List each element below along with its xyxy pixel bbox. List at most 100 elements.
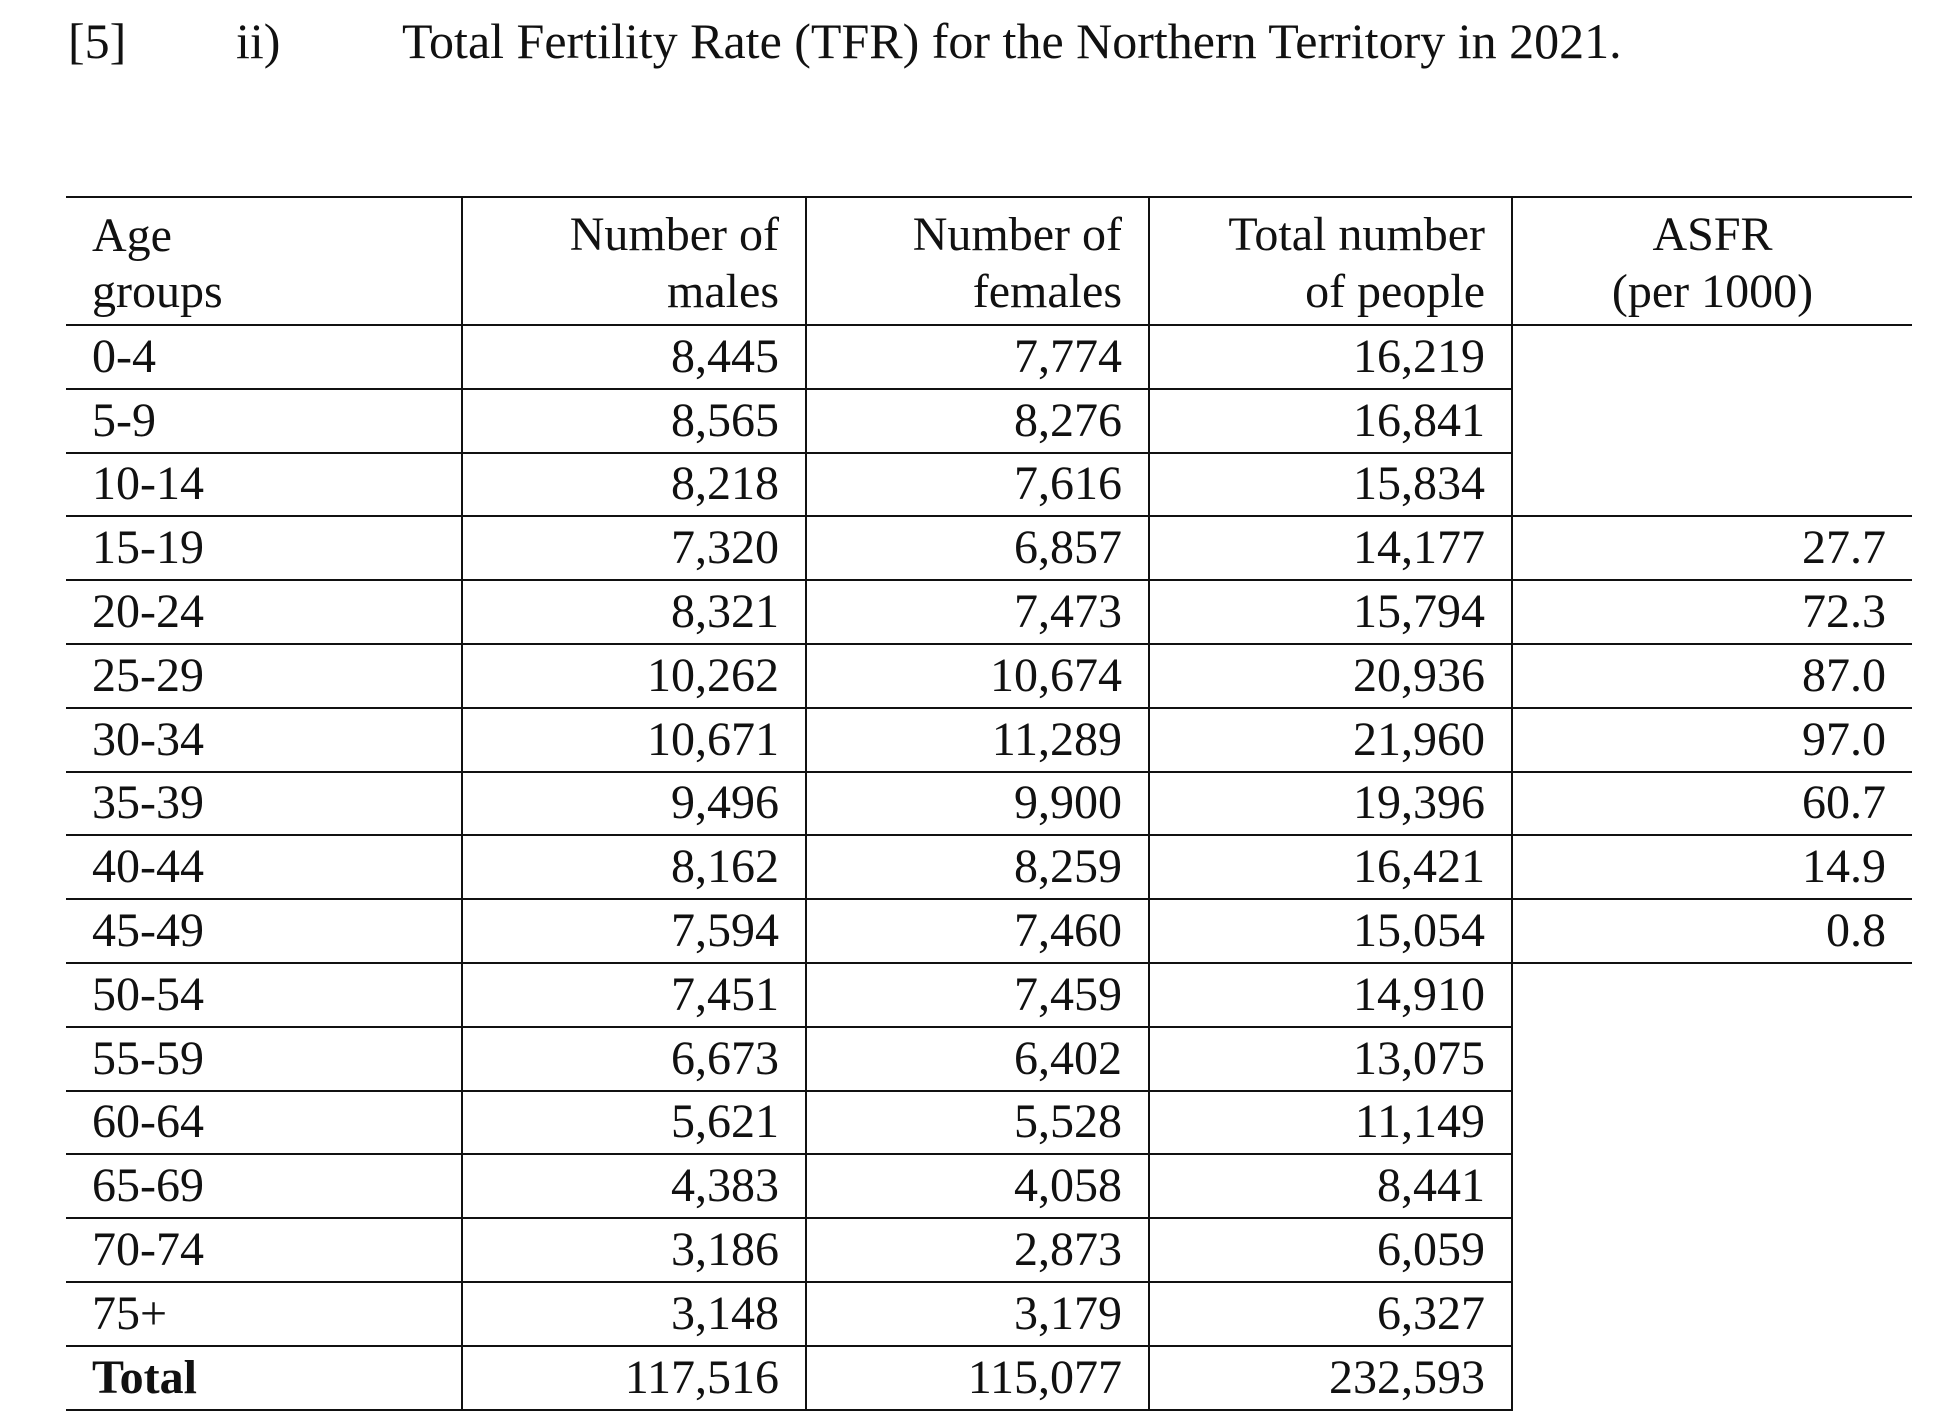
total-cell: 19,396 — [1148, 771, 1512, 837]
asfr-cell — [1511, 1090, 1912, 1155]
asfr-cell — [1511, 452, 1912, 518]
age-cell: 70-74 — [66, 1218, 462, 1283]
females-cell: 7,460 — [805, 899, 1149, 964]
table-row: 0-4 8,445 7,774 16,219 — [66, 325, 1912, 390]
table-row: 75+ 3,148 3,179 6,327 — [66, 1281, 1912, 1347]
males-cell: 117,516 — [461, 1345, 806, 1411]
males-cell: 7,594 — [461, 899, 806, 964]
asfr-cell: 72.3 — [1511, 580, 1912, 645]
table-row: 15-19 7,320 6,857 14,177 27.7 — [66, 516, 1912, 582]
header-total-people: Total number of people — [1148, 196, 1512, 326]
females-cell: 9,900 — [805, 771, 1149, 837]
age-cell: 45-49 — [66, 899, 462, 964]
age-cell: 35-39 — [66, 771, 462, 837]
asfr-cell — [1511, 388, 1912, 453]
asfr-cell: 60.7 — [1511, 771, 1912, 837]
females-cell: 7,616 — [805, 452, 1149, 518]
table-row: 25-29 10,262 10,674 20,936 87.0 — [66, 643, 1912, 709]
total-cell: 13,075 — [1148, 1026, 1512, 1092]
table-total-row: Total 117,516 115,077 232,593 — [66, 1345, 1912, 1411]
asfr-cell: 14.9 — [1511, 835, 1912, 901]
females-cell: 10,674 — [805, 643, 1149, 709]
header-row: Age groups Number of males Number of female… — [66, 196, 1912, 326]
males-cell: 8,162 — [461, 835, 806, 901]
age-cell: 65-69 — [66, 1154, 462, 1220]
header-age-groups: Age groups — [66, 196, 462, 326]
females-cell: 8,259 — [805, 835, 1149, 901]
question-title: Total Fertility Rate (TFR) for the North… — [402, 13, 1622, 69]
asfr-cell — [1511, 1345, 1912, 1410]
total-cell: 20,936 — [1148, 643, 1512, 709]
total-cell: 16,841 — [1148, 388, 1512, 454]
total-cell: 15,054 — [1148, 899, 1512, 964]
total-cell: 14,910 — [1148, 962, 1512, 1028]
table-body: 0-4 8,445 7,774 16,219 5-9 8,565 8,276 16,841 10… — [66, 325, 1912, 1411]
table-row: 5-9 8,565 8,276 16,841 — [66, 388, 1912, 454]
females-cell: 8,276 — [805, 388, 1149, 454]
population-table: Age groups Number of males Number of female… — [66, 196, 1912, 1411]
males-cell: 8,321 — [461, 580, 806, 645]
question-marks: [5] — [68, 13, 127, 69]
age-cell: 60-64 — [66, 1090, 462, 1156]
males-cell: 8,445 — [461, 325, 806, 390]
table-header: Age groups Number of males Number of female… — [66, 196, 1912, 326]
males-cell: 3,148 — [461, 1281, 806, 1347]
females-cell: 6,857 — [805, 516, 1149, 582]
age-cell: 25-29 — [66, 643, 462, 709]
asfr-cell: 97.0 — [1511, 707, 1912, 773]
total-cell: 15,834 — [1148, 452, 1512, 518]
females-cell: 5,528 — [805, 1090, 1149, 1156]
total-cell: 21,960 — [1148, 707, 1512, 773]
age-cell: 40-44 — [66, 835, 462, 901]
males-cell: 6,673 — [461, 1026, 806, 1092]
females-cell: 7,459 — [805, 962, 1149, 1028]
total-cell: 6,327 — [1148, 1281, 1512, 1347]
age-cell: 10-14 — [66, 452, 462, 518]
question-heading: [5] ii) Total Fertility Rate (TFR) for t… — [0, 10, 1957, 72]
asfr-cell — [1511, 1154, 1912, 1219]
table-row: 45-49 7,594 7,460 15,054 0.8 — [66, 899, 1912, 964]
header-females: Number of females — [805, 196, 1149, 326]
total-cell: 8,441 — [1148, 1154, 1512, 1220]
females-cell: 7,774 — [805, 325, 1149, 390]
asfr-cell — [1511, 962, 1912, 1027]
females-cell: 3,179 — [805, 1281, 1149, 1347]
males-cell: 10,262 — [461, 643, 806, 709]
males-cell: 9,496 — [461, 771, 806, 837]
females-cell: 7,473 — [805, 580, 1149, 645]
males-cell: 8,565 — [461, 388, 806, 454]
males-cell: 5,621 — [461, 1090, 806, 1156]
asfr-cell: 87.0 — [1511, 643, 1912, 709]
total-cell: 232,593 — [1148, 1345, 1512, 1411]
age-cell: 20-24 — [66, 580, 462, 645]
age-cell: 75+ — [66, 1281, 462, 1347]
header-males: Number of males — [461, 196, 806, 326]
asfr-cell — [1511, 1026, 1912, 1091]
table-row: 20-24 8,321 7,473 15,794 72.3 — [66, 580, 1912, 645]
table-row: 60-64 5,621 5,528 11,149 — [66, 1090, 1912, 1156]
age-cell: 0-4 — [66, 325, 462, 390]
age-cell: 50-54 — [66, 962, 462, 1028]
total-cell: 16,219 — [1148, 325, 1512, 390]
total-cell: 16,421 — [1148, 835, 1512, 901]
table-row: 35-39 9,496 9,900 19,396 60.7 — [66, 771, 1912, 837]
males-cell: 8,218 — [461, 452, 806, 518]
table-row: 40-44 8,162 8,259 16,421 14.9 — [66, 835, 1912, 901]
age-cell: 30-34 — [66, 707, 462, 773]
table-row: 10-14 8,218 7,616 15,834 — [66, 452, 1912, 518]
age-cell: 55-59 — [66, 1026, 462, 1092]
females-cell: 4,058 — [805, 1154, 1149, 1220]
table-row: 30-34 10,671 11,289 21,960 97.0 — [66, 707, 1912, 773]
age-cell: Total — [66, 1345, 462, 1411]
females-cell: 11,289 — [805, 707, 1149, 773]
asfr-cell — [1511, 1218, 1912, 1282]
total-cell: 15,794 — [1148, 580, 1512, 645]
question-part-label: ii) — [236, 13, 281, 69]
females-cell: 2,873 — [805, 1218, 1149, 1283]
males-cell: 10,671 — [461, 707, 806, 773]
males-cell: 7,320 — [461, 516, 806, 582]
total-cell: 6,059 — [1148, 1218, 1512, 1283]
table-row: 65-69 4,383 4,058 8,441 — [66, 1154, 1912, 1220]
table-row: 50-54 7,451 7,459 14,910 — [66, 962, 1912, 1028]
females-cell: 6,402 — [805, 1026, 1149, 1092]
